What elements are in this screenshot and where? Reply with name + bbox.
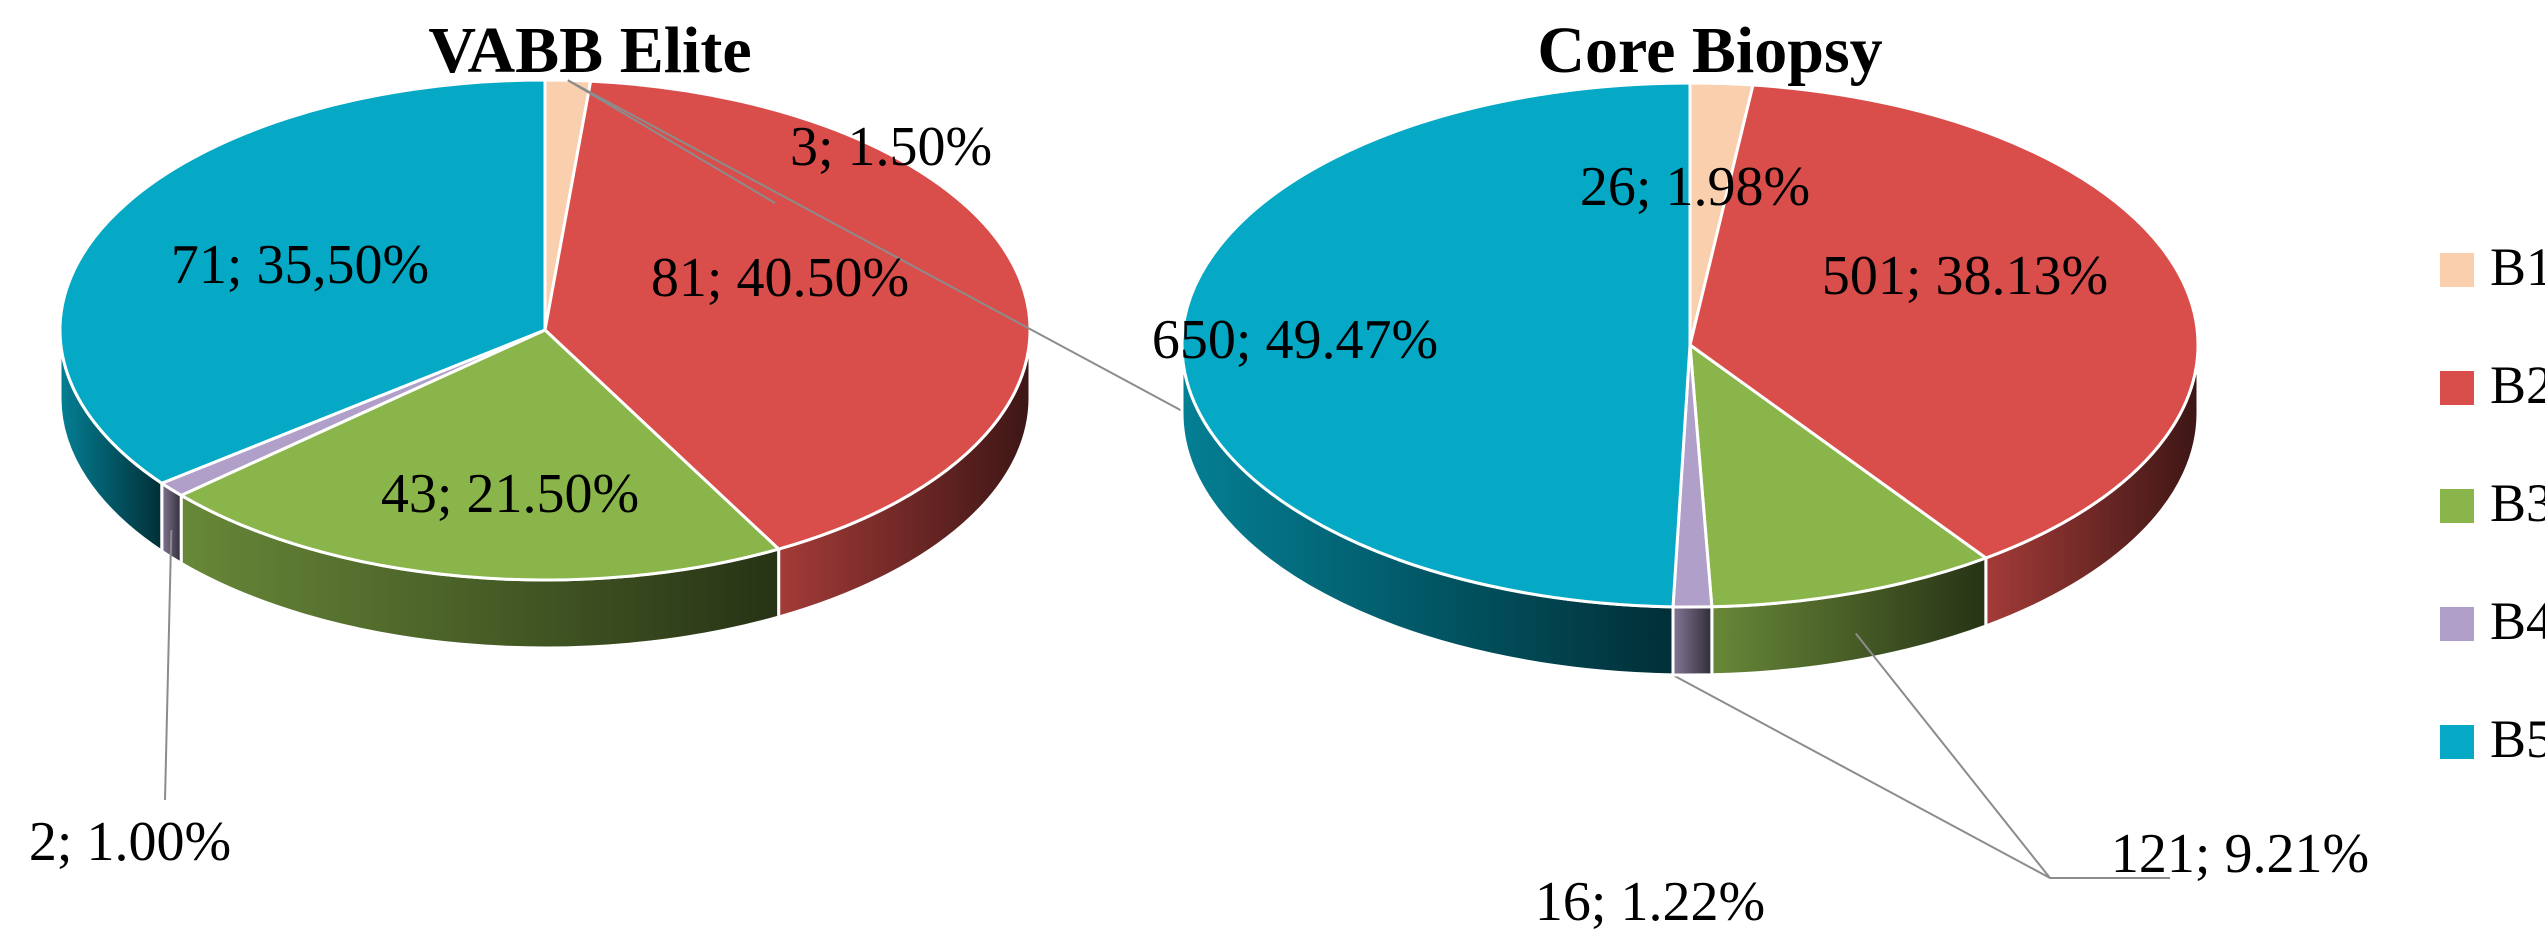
legend-swatch-b2: [2440, 371, 2474, 405]
legend-swatch-b4: [2440, 607, 2474, 641]
leader-line: [164, 530, 173, 801]
legend-label-b5: B5: [2490, 709, 2545, 769]
legend-swatch-b1: [2440, 253, 2474, 287]
data-label-b4: 16; 1.22%: [1535, 871, 1765, 933]
pie-top: [58, 78, 1032, 582]
data-label-b5: 650; 49.47%: [1152, 309, 1438, 371]
pie-top: [1180, 81, 2200, 609]
leader-line: [567, 79, 776, 204]
pie-slice-b5: [58, 78, 547, 485]
data-label-b2: 501; 38.13%: [1822, 245, 2108, 307]
legend-label-b4: B4: [2490, 591, 2545, 651]
pie-slice-b3: [177, 328, 782, 582]
data-label-b3: 121; 9.21%: [2111, 823, 2369, 885]
data-label-b1: 3; 1.50%: [790, 116, 992, 178]
legend-swatch-b3: [2440, 489, 2474, 523]
pie-side-b4: [1671, 605, 1714, 677]
pie-slice-b2: [543, 79, 1032, 551]
data-label-b5: 71; 35,50%: [171, 234, 429, 296]
data-label-b1: 26; 1.98%: [1580, 156, 1810, 218]
legend-swatch-b5: [2440, 725, 2474, 759]
data-label-b4: 2; 1.00%: [29, 811, 231, 873]
data-label-b3: 43; 21.50%: [381, 463, 639, 525]
pie-slice-b2: [1688, 83, 2200, 560]
legend-label-b2: B2: [2490, 355, 2545, 415]
legend-label-b3: B3: [2490, 473, 2545, 533]
chart-title-core-biopsy: Core Biopsy: [1537, 14, 1882, 87]
pie-chart-core-biopsy: Core Biopsy 26; 1.98%501; 38.13% 121; 9.2…: [1152, 14, 2369, 933]
pie-slice-b5: [1180, 81, 1692, 609]
chart-title-vabb-elite: VABB Elite: [428, 14, 751, 87]
data-label-b2: 81; 40.50%: [651, 247, 909, 309]
leader-line: [1854, 632, 2170, 879]
legend: B1 B2 B3 B4 B5: [2440, 237, 2545, 769]
pie-chart-vabb-elite: VABB Elite 3; 1.50% 81; 40.50% 43; 21.50% 2…: [29, 14, 2170, 879]
legend-label-b1: B1: [2490, 237, 2545, 297]
pie-slice-b3: [1688, 341, 1990, 609]
